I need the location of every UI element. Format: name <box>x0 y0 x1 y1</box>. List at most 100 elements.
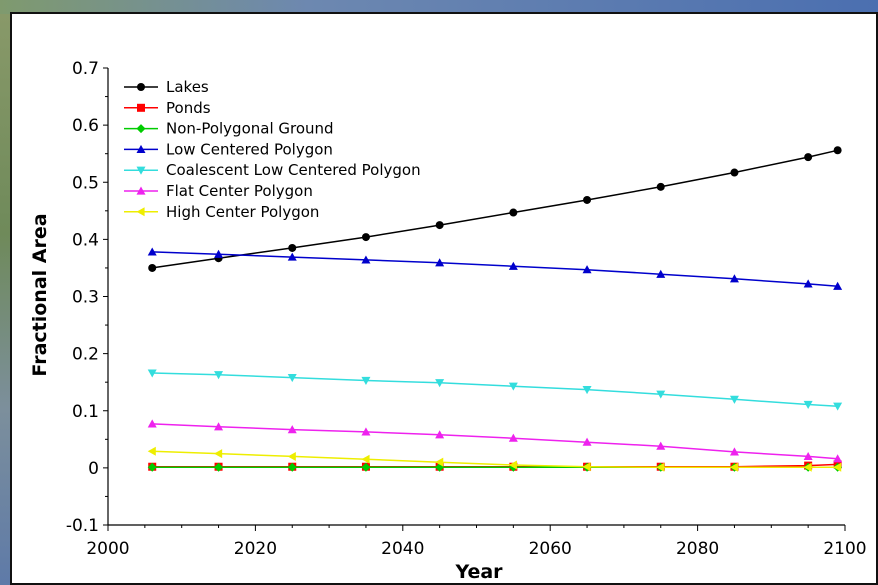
data-point <box>147 446 156 456</box>
data-point <box>582 462 591 472</box>
data-point <box>833 146 842 155</box>
data-point <box>147 247 157 256</box>
legend-swatch-marker <box>136 124 146 134</box>
data-point <box>147 462 157 472</box>
data-point <box>656 441 666 450</box>
y-tick-label: 0.3 <box>72 288 99 308</box>
x-tick-label: 2060 <box>529 539 572 559</box>
legend-label: Flat Center Polygon <box>166 182 313 200</box>
data-point <box>656 269 666 278</box>
x-axis-ticks: 2000 2020 2040 2060 2080 2100 <box>86 525 867 559</box>
data-point <box>147 419 157 428</box>
data-point <box>729 462 739 472</box>
data-point <box>803 279 813 288</box>
legend-swatch-marker <box>136 144 146 153</box>
data-point <box>361 427 371 436</box>
data-point <box>147 369 157 378</box>
legend-label: Low Centered Polygon <box>166 140 333 158</box>
data-point <box>582 437 592 446</box>
series-flat-center-polygon <box>147 419 843 463</box>
data-point <box>582 386 592 395</box>
y-tick-label: 0.2 <box>72 345 99 365</box>
data-point <box>803 462 812 472</box>
x-tick-label: 2080 <box>676 539 719 559</box>
data-point <box>214 371 224 380</box>
data-point <box>509 208 518 217</box>
data-point <box>508 382 518 391</box>
data-point <box>214 449 223 459</box>
legend: Lakes Ponds Non-Polygonal Ground Low Center… <box>124 78 421 221</box>
data-point <box>361 462 371 472</box>
data-point <box>730 168 739 177</box>
data-point <box>287 451 296 461</box>
x-tick-label: 2100 <box>823 539 866 559</box>
data-point <box>361 233 370 242</box>
y-tick-label: 0.1 <box>72 402 99 422</box>
legend-item: High Center Polygon <box>124 203 319 221</box>
y-axis-label: Fractional Area <box>29 213 51 376</box>
legend-item: Ponds <box>124 99 211 117</box>
data-point <box>287 462 297 472</box>
data-point <box>435 379 445 388</box>
data-point <box>435 457 444 467</box>
data-point <box>804 153 813 162</box>
data-point <box>214 462 224 472</box>
series-layer <box>147 146 843 472</box>
data-point <box>508 460 517 470</box>
data-point <box>583 195 592 204</box>
data-point <box>729 447 739 456</box>
data-point <box>287 252 297 261</box>
y-axis-ticks: -0.1 0 0.1 0.2 0.3 0.4 0.5 0.6 0.7 <box>66 59 108 536</box>
data-point <box>656 182 665 191</box>
data-point <box>729 395 739 404</box>
data-point <box>729 274 739 283</box>
data-point <box>833 402 843 411</box>
background-imagery-top <box>0 0 878 14</box>
y-tick-label: 0 <box>88 459 99 479</box>
series-high-center-polygon <box>147 446 842 472</box>
legend-swatch-marker <box>136 207 145 217</box>
x-tick-label: 2040 <box>381 539 424 559</box>
legend-swatch-marker <box>137 103 145 112</box>
data-point <box>361 255 371 264</box>
data-point <box>656 390 666 399</box>
legend-label: Coalescent Low Centered Polygon <box>166 161 421 179</box>
legend-item: Flat Center Polygon <box>124 182 313 200</box>
legend-item: Coalescent Low Centered Polygon <box>124 161 421 179</box>
data-point <box>361 376 371 385</box>
legend-label: Lakes <box>166 78 209 96</box>
series-coalescent-low-centered-polygon <box>147 369 843 411</box>
data-point <box>803 400 813 409</box>
data-point <box>508 261 518 270</box>
data-point <box>833 454 843 463</box>
data-point <box>803 451 813 461</box>
data-point <box>435 430 445 439</box>
data-point <box>214 249 224 258</box>
legend-swatch-marker <box>136 186 146 195</box>
series-lakes <box>148 146 842 272</box>
x-tick-label: 2020 <box>234 539 277 559</box>
y-tick-label: 0.7 <box>72 59 99 79</box>
legend-swatch-marker <box>137 83 145 91</box>
y-tick-label: 0.6 <box>72 116 99 136</box>
x-tick-label: 2000 <box>86 539 129 559</box>
legend-item: Low Centered Polygon <box>124 140 333 158</box>
data-point <box>288 243 297 252</box>
data-point <box>214 422 224 431</box>
y-tick-label: 0.5 <box>72 173 99 193</box>
data-point <box>833 281 843 290</box>
legend-swatch-marker <box>136 166 146 175</box>
data-point <box>508 433 518 442</box>
data-point <box>361 454 370 464</box>
y-tick-label: 0.4 <box>72 230 99 250</box>
data-point <box>833 462 842 472</box>
legend-label: Ponds <box>166 99 211 117</box>
legend-item: Lakes <box>124 78 209 96</box>
x-axis-label: Year <box>454 561 503 583</box>
data-point <box>435 221 444 230</box>
data-point <box>435 258 445 267</box>
legend-label: High Center Polygon <box>166 203 319 221</box>
data-point <box>582 265 592 274</box>
data-point <box>287 374 297 383</box>
